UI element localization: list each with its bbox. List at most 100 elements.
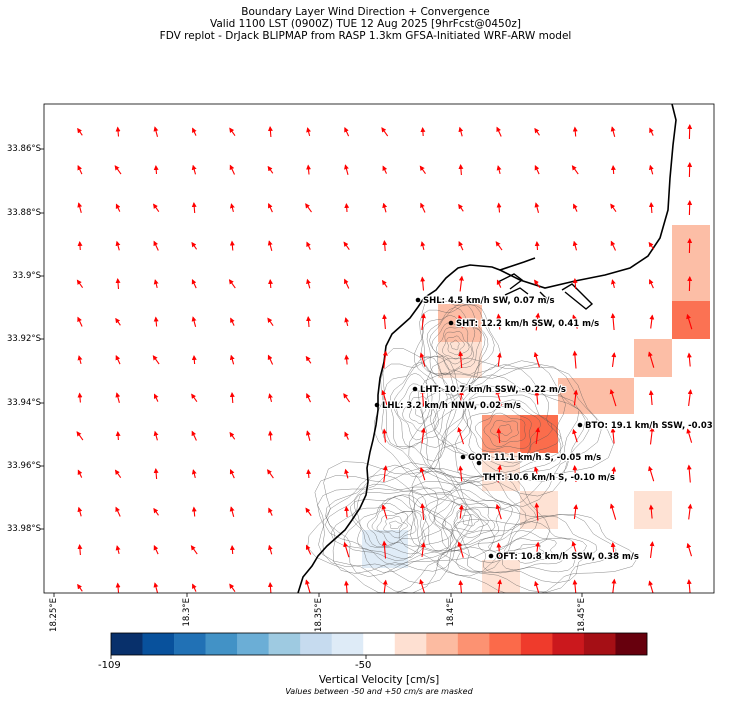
- wind-arrow: [534, 502, 540, 521]
- wind-arrow: [229, 506, 235, 517]
- terrain-contour: [436, 326, 473, 365]
- terrain-contour: [408, 358, 614, 509]
- wind-arrow: [153, 316, 159, 327]
- station-label: SHT: 12.2 km/h SSW, 0.41 m/s: [456, 319, 599, 329]
- wind-arrow: [115, 582, 121, 593]
- lat-tick-label: 33.9°S: [12, 271, 41, 281]
- wind-arrow: [267, 240, 273, 251]
- terrain-contour: [326, 474, 467, 577]
- wind-arrow: [535, 427, 541, 444]
- wind-arrow: [686, 313, 693, 330]
- wind-arrow: [571, 540, 579, 559]
- wind-arrow: [610, 427, 616, 444]
- terrain-contour: [414, 403, 426, 418]
- terrain-contour: [398, 468, 551, 577]
- terrain-contour: [352, 495, 435, 555]
- wind-arrow: [649, 426, 655, 445]
- station-marker: [448, 320, 454, 326]
- wind-arrow: [267, 317, 274, 327]
- wind-arrow: [306, 316, 311, 328]
- map-title-line-1: Boundary Layer Wind Direction + Converge…: [241, 6, 490, 18]
- wind-arrow: [610, 203, 617, 213]
- terrain-contour: [389, 362, 453, 450]
- wind-arrow: [77, 127, 83, 136]
- wind-arrow: [496, 428, 502, 444]
- wind-arrow: [76, 279, 84, 289]
- terrain-contour: [453, 508, 489, 532]
- wind-arrow: [496, 542, 502, 557]
- wind-arrow: [343, 241, 350, 251]
- colorbar-bin: [205, 633, 238, 655]
- map-title-line-3: FDV replot - DrJack BLIPMAP from RASP 1.…: [159, 30, 572, 42]
- colorbar-bin: [174, 633, 206, 655]
- wind-arrow: [648, 202, 654, 214]
- terrain-contour: [330, 486, 454, 566]
- wind-arrow: [306, 278, 311, 289]
- map-title-line-2: Valid 1100 LST (0900Z) TUE 12 Aug 2025 […: [209, 18, 522, 30]
- colorbar-bin: [583, 633, 616, 655]
- colorbar-bin: [331, 633, 364, 655]
- wind-arrow: [382, 202, 388, 213]
- terrain-contour: [478, 521, 587, 574]
- station-marker: [412, 386, 418, 392]
- wind-arrow: [267, 354, 274, 365]
- wind-arrow: [457, 541, 464, 558]
- map-frame: [43, 103, 715, 594]
- lon-tick-label: 18.3°E: [182, 598, 192, 627]
- wind-arrow: [77, 506, 83, 517]
- colorbar-bin: [520, 633, 553, 655]
- wind-arrow: [649, 279, 654, 289]
- colorbar-bin: [268, 633, 301, 655]
- wind-arrow: [344, 317, 350, 327]
- terrain-contour: [314, 466, 484, 593]
- wind-arrow: [496, 313, 502, 330]
- terrain-contour: [442, 503, 496, 538]
- wind-arrow: [229, 583, 236, 593]
- wind-arrow: [115, 278, 121, 290]
- wind-arrow: [229, 545, 235, 555]
- wind-arrow: [115, 392, 121, 403]
- wind-arrow: [77, 392, 83, 403]
- lat-tick-label: 33.96°S: [7, 461, 41, 471]
- wind-arrow: [381, 279, 388, 288]
- wind-arrow: [458, 203, 464, 212]
- wind-arrow: [77, 469, 83, 478]
- wind-arrow: [192, 583, 197, 592]
- wind-arrow: [343, 580, 349, 593]
- wind-arrow: [153, 582, 159, 593]
- wind-arrow: [77, 316, 83, 327]
- wind-arrow: [305, 430, 311, 441]
- wind-arrow: [648, 164, 654, 175]
- wind-arrow: [610, 165, 616, 175]
- wind-arrow: [229, 431, 236, 440]
- terrain-contour: [408, 474, 539, 573]
- wind-arrow: [343, 393, 351, 403]
- wind-arrow: [686, 464, 692, 483]
- wind-arrow: [611, 466, 617, 481]
- wind-arrow: [686, 352, 692, 367]
- wind-arrow: [343, 541, 350, 558]
- wind-arrow: [687, 389, 693, 406]
- wind-arrow: [382, 428, 388, 443]
- convergence-cell: [558, 378, 634, 414]
- colorbar-note: Values between -50 and +50 cm/s are mask…: [285, 687, 473, 696]
- wind-arrow: [382, 165, 388, 174]
- wind-arrow: [229, 469, 235, 479]
- wind-arrow: [305, 507, 312, 517]
- wind-arrow: [534, 390, 540, 405]
- wind-vectors: [76, 124, 693, 593]
- wind-arrow: [610, 126, 616, 137]
- wind-arrow: [190, 545, 198, 555]
- wind-arrow: [573, 389, 579, 406]
- wind-arrow: [572, 428, 578, 443]
- station-label: SHL: 4.5 km/h SW, 0.07 m/s: [423, 296, 555, 306]
- wind-arrow: [496, 126, 502, 137]
- wind-arrow: [267, 430, 273, 441]
- wind-arrow: [77, 202, 83, 213]
- terrain-contour: [436, 506, 638, 593]
- wind-arrow: [192, 127, 197, 136]
- wind-arrow: [458, 465, 464, 482]
- terrain-contour: [475, 406, 532, 450]
- wind-arrow: [191, 164, 197, 175]
